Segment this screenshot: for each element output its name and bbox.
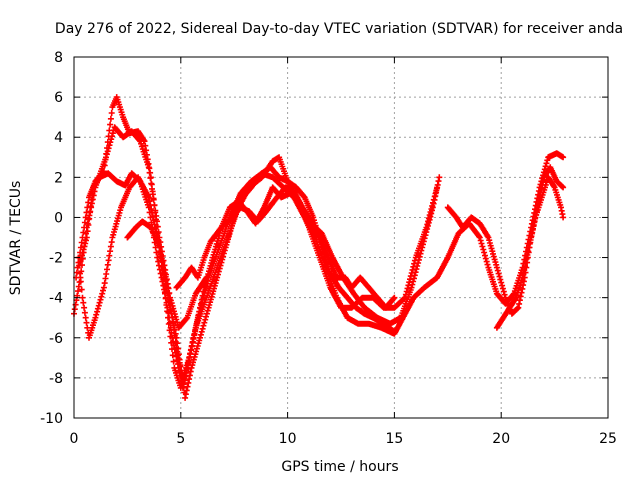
y-tick-label: -10 <box>40 411 63 427</box>
x-tick-label: 25 <box>599 431 617 447</box>
series-markers <box>493 174 567 331</box>
y-tick-label: -8 <box>49 371 63 387</box>
y-ticks: -10 -8 -6 -4 -2 0 2 4 6 8 <box>40 50 608 427</box>
series-markers <box>444 164 567 317</box>
y-tick-label: -6 <box>49 331 63 347</box>
y-tick-label: 0 <box>54 210 63 226</box>
y-tick-label: 6 <box>54 90 63 106</box>
series-markers <box>173 184 398 311</box>
y-tick-label: 2 <box>54 170 63 186</box>
y-tick-label: -4 <box>49 291 63 307</box>
chart-title: Day 276 of 2022, Sidereal Day-to-day VTE… <box>55 21 623 37</box>
x-tick-label: 15 <box>385 431 403 447</box>
series-arc-8 <box>493 174 567 331</box>
series-arc-7 <box>444 164 567 317</box>
x-tick-label: 0 <box>70 431 79 447</box>
plot-frame <box>73 56 609 419</box>
series-arc-6 <box>173 184 398 311</box>
y-tick-label: 4 <box>54 130 63 146</box>
x-ticks: 0 5 10 15 20 25 <box>70 57 617 447</box>
x-tick-label: 5 <box>176 431 185 447</box>
x-axis-label: GPS time / hours <box>281 459 398 475</box>
y-tick-label: -2 <box>49 251 63 267</box>
y-axis-label: SDTVAR / TECUs <box>8 181 24 296</box>
x-tick-label: 20 <box>492 431 510 447</box>
x-tick-label: 10 <box>279 431 297 447</box>
y-tick-label: 8 <box>54 50 63 66</box>
